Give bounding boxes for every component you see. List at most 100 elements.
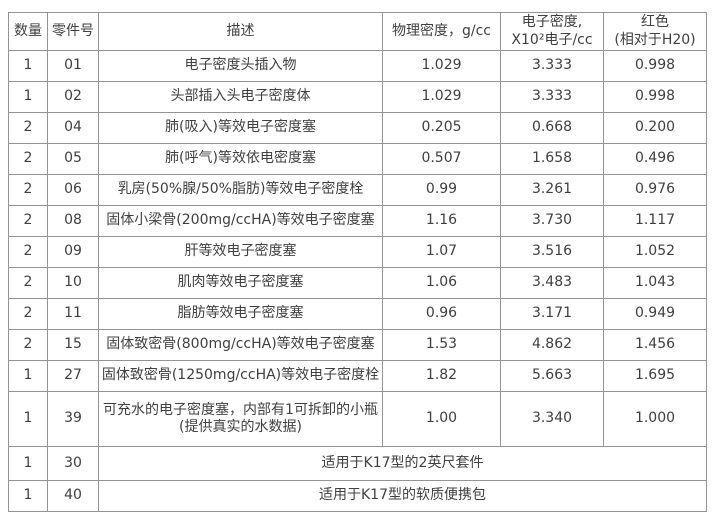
part-number-cell: 08: [47, 205, 99, 237]
red-relative-cell: 0.998: [603, 81, 707, 113]
part-number-cell: 27: [47, 360, 99, 392]
part-number-cell: 40: [47, 480, 99, 512]
header-row: 数量 零件号 描述 物理密度，g/cc 电子密度, X10²电子/cc 红色 (…: [8, 12, 707, 51]
physical-density-header: 物理密度，g/cc: [382, 12, 501, 51]
table-row: 2 11 脂肪等效电子密度塞 0.96 3.171 0.949: [8, 298, 707, 330]
part-number-cell: 01: [47, 50, 99, 82]
electron-density-cell: 3.171: [500, 298, 604, 330]
electron-density-cell: 0.668: [500, 112, 604, 144]
description-cell: 头部插入头电子密度体: [98, 81, 383, 113]
qty-cell: 2: [8, 143, 48, 175]
red-relative-cell: 1.695: [603, 360, 707, 392]
physical-density-cell: 1.029: [382, 50, 501, 82]
qty-cell: 1: [8, 360, 48, 392]
physical-density-cell: 1.00: [382, 391, 501, 447]
table-row-spanned: 1 40 适用于K17型的软质便携包: [8, 480, 707, 512]
qty-cell: 2: [8, 236, 48, 268]
red-relative-header: 红色 (相对于H20): [603, 12, 707, 51]
electron-density-cell: 3.333: [500, 81, 604, 113]
table-row: 2 09 肝等效电子密度塞 1.07 3.516 1.052: [8, 236, 707, 268]
table-row-spanned: 1 30 适用于K17型的2英尺套件: [8, 446, 707, 481]
part-number-cell: 10: [47, 267, 99, 299]
red-relative-cell: 1.000: [603, 391, 707, 447]
qty-cell: 1: [8, 50, 48, 82]
electron-density-cell: 3.516: [500, 236, 604, 268]
table-row: 2 15 固体致密骨(800mg/ccHA)等效电子密度塞 1.53 4.862…: [8, 329, 707, 361]
qty-cell: 1: [8, 480, 48, 512]
electron-density-cell: 3.333: [500, 50, 604, 82]
part-number-cell: 39: [47, 391, 99, 447]
part-number-cell: 04: [47, 112, 99, 144]
electron-density-cell: 3.340: [500, 391, 604, 447]
table-row: 1 01 电子密度头插入物 1.029 3.333 0.998: [8, 50, 707, 82]
electron-density-cell: 1.658: [500, 143, 604, 175]
spec-table: 数量 零件号 描述 物理密度，g/cc 电子密度, X10²电子/cc 红色 (…: [8, 12, 707, 512]
part-number-cell: 09: [47, 236, 99, 268]
qty-cell: 1: [8, 391, 48, 447]
physical-density-cell: 0.99: [382, 174, 501, 206]
description-cell: 可充水的电子密度塞，内部有1可拆卸的小瓶 (提供真实的水数据): [98, 391, 383, 447]
physical-density-cell: 1.06: [382, 267, 501, 299]
table-row: 1 39 可充水的电子密度塞，内部有1可拆卸的小瓶 (提供真实的水数据) 1.0…: [8, 391, 707, 447]
red-relative-cell: 1.456: [603, 329, 707, 361]
table-row: 2 05 肺(呼气)等效依电密度塞 0.507 1.658 0.496: [8, 143, 707, 175]
table-row: 2 10 肌肉等效电子密度塞 1.06 3.483 1.043: [8, 267, 707, 299]
physical-density-cell: 1.07: [382, 236, 501, 268]
physical-density-cell: 1.53: [382, 329, 501, 361]
description-cell: 适用于K17型的软质便携包: [98, 480, 707, 512]
table-row: 2 08 固体小梁骨(200mg/ccHA)等效电子密度塞 1.16 3.730…: [8, 205, 707, 237]
part-number-cell: 06: [47, 174, 99, 206]
red-relative-cell: 0.949: [603, 298, 707, 330]
description-cell: 脂肪等效电子密度塞: [98, 298, 383, 330]
description-cell: 肝等效电子密度塞: [98, 236, 383, 268]
qty-cell: 2: [8, 205, 48, 237]
qty-cell: 2: [8, 112, 48, 144]
description-cell: 电子密度头插入物: [98, 50, 383, 82]
description-cell: 固体致密骨(800mg/ccHA)等效电子密度塞: [98, 329, 383, 361]
physical-density-cell: 1.82: [382, 360, 501, 392]
part-number-cell: 05: [47, 143, 99, 175]
red-relative-cell: 1.052: [603, 236, 707, 268]
red-relative-cell: 0.998: [603, 50, 707, 82]
electron-density-cell: 3.261: [500, 174, 604, 206]
part-number-cell: 11: [47, 298, 99, 330]
qty-cell: 1: [8, 446, 48, 481]
description-cell: 固体小梁骨(200mg/ccHA)等效电子密度塞: [98, 205, 383, 237]
qty-cell: 2: [8, 267, 48, 299]
description-cell: 肌肉等效电子密度塞: [98, 267, 383, 299]
description-cell: 固体致密骨(1250mg/ccHA)等效电子密度栓: [98, 360, 383, 392]
table-row: 1 02 头部插入头电子密度体 1.029 3.333 0.998: [8, 81, 707, 113]
electron-density-cell: 3.730: [500, 205, 604, 237]
red-relative-cell: 1.117: [603, 205, 707, 237]
part-number-cell: 02: [47, 81, 99, 113]
physical-density-cell: 0.507: [382, 143, 501, 175]
red-relative-cell: 1.043: [603, 267, 707, 299]
red-relative-cell: 0.496: [603, 143, 707, 175]
red-relative-cell: 0.200: [603, 112, 707, 144]
part-number-cell: 15: [47, 329, 99, 361]
qty-cell: 1: [8, 81, 48, 113]
description-cell: 肺(吸入)等效电子密度塞: [98, 112, 383, 144]
qty-cell: 2: [8, 298, 48, 330]
physical-density-cell: 1.16: [382, 205, 501, 237]
description-cell: 乳房(50%腺/50%脂肪)等效电子密度栓: [98, 174, 383, 206]
red-relative-cell: 0.976: [603, 174, 707, 206]
description-header: 描述: [98, 12, 383, 51]
table-row: 1 27 固体致密骨(1250mg/ccHA)等效电子密度栓 1.82 5.66…: [8, 360, 707, 392]
part-number-header: 零件号: [47, 12, 99, 51]
physical-density-cell: 0.205: [382, 112, 501, 144]
part-number-cell: 30: [47, 446, 99, 481]
description-cell: 适用于K17型的2英尺套件: [98, 446, 707, 481]
table-row: 2 04 肺(吸入)等效电子密度塞 0.205 0.668 0.200: [8, 112, 707, 144]
electron-density-header: 电子密度, X10²电子/cc: [500, 12, 604, 51]
qty-cell: 2: [8, 329, 48, 361]
description-cell: 肺(呼气)等效依电密度塞: [98, 143, 383, 175]
physical-density-cell: 1.029: [382, 81, 501, 113]
qty-cell: 2: [8, 174, 48, 206]
table-row: 2 06 乳房(50%腺/50%脂肪)等效电子密度栓 0.99 3.261 0.…: [8, 174, 707, 206]
electron-density-cell: 5.663: [500, 360, 604, 392]
electron-density-cell: 3.483: [500, 267, 604, 299]
qty-header: 数量: [8, 12, 48, 51]
physical-density-cell: 0.96: [382, 298, 501, 330]
